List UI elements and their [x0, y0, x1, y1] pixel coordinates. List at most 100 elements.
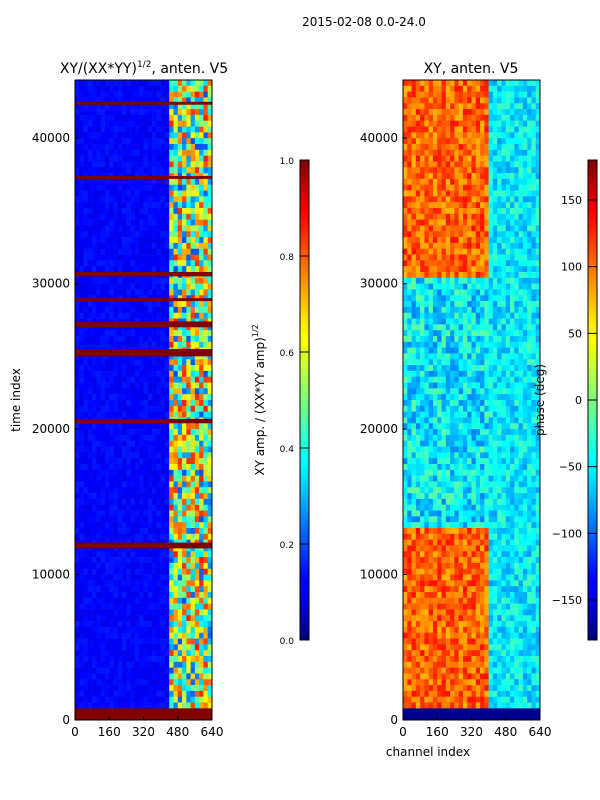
left-heat-cell [139, 586, 144, 593]
left-heat-cell [96, 219, 101, 226]
right-heat-cell [501, 97, 507, 104]
left-heat-cell [96, 522, 101, 529]
left-heat-cell [194, 330, 200, 337]
right-heat-cell [480, 91, 485, 98]
left-heat-cell [96, 545, 101, 552]
left-heat-cell [203, 522, 209, 529]
right-heat-cell [445, 289, 451, 296]
right-heat-cell [428, 126, 434, 133]
left-heat-cell [207, 603, 213, 610]
right-heat-cell [535, 219, 541, 226]
left-heat-cell [87, 487, 93, 494]
left-heat-cell [207, 469, 213, 476]
right-heat-cell [441, 208, 447, 215]
right-heat-cell [467, 132, 472, 139]
left-heat-cell [92, 80, 97, 87]
left-heat-cell [190, 423, 196, 430]
left-heat-cell [96, 528, 101, 535]
right-heat-cell [475, 277, 481, 284]
left-heat-cell [143, 452, 149, 459]
left-heat-cell [130, 545, 136, 552]
right-heat-cell [514, 196, 519, 203]
left-heat-cell [194, 196, 200, 203]
right-heat-cell [535, 103, 541, 110]
right-heat-cell [403, 184, 408, 191]
left-heat-cell [79, 219, 84, 226]
left-heat-cell [96, 580, 101, 587]
left-heat-cell [83, 103, 89, 110]
left-heat-cell [164, 184, 170, 191]
left-heat-cell [203, 365, 209, 372]
left-heat-cell [134, 266, 140, 273]
left-heat-cell [134, 685, 140, 692]
right-heat-cell [522, 213, 528, 220]
left-heat-cell [104, 109, 110, 116]
left-heat-cell [156, 405, 161, 412]
right-heat-cell [514, 190, 519, 197]
left-heat-cell [152, 638, 157, 645]
left-heat-cell [199, 609, 204, 616]
left-heat-cell [126, 97, 131, 104]
right-heat-cell [492, 109, 498, 116]
right-heat-cell [441, 260, 447, 267]
left-heat-cell [87, 336, 93, 343]
left-heat-cell [79, 341, 84, 348]
right-heat-cell [488, 97, 494, 104]
right-heat-cell [445, 272, 451, 279]
left-heat-cell [160, 475, 166, 482]
left-heat-cell [169, 528, 174, 535]
left-heat-cell [169, 103, 174, 110]
left-heat-cell [117, 469, 123, 476]
left-heat-cell [96, 365, 101, 372]
left-heat-cell [83, 516, 89, 523]
left-heat-cell [100, 266, 106, 273]
left-heat-cell [83, 144, 89, 151]
left-heat-cell [173, 516, 179, 523]
left-heat-cell [75, 126, 80, 133]
left-heat-cell [117, 167, 123, 174]
left-heat-cell [152, 609, 157, 616]
left-heat-cell [182, 580, 187, 587]
left-heat-cell [100, 283, 106, 290]
left-heat-cell [139, 510, 144, 517]
left-heat-cell [92, 376, 97, 383]
right-heat-cell [462, 248, 468, 255]
right-heat-cell [514, 161, 519, 168]
right-heat-cell [415, 213, 421, 220]
right-heat-cell [450, 173, 455, 180]
left-heat-cell [79, 609, 84, 616]
left-heat-cell [100, 312, 106, 319]
left-heat-cell [126, 609, 131, 616]
left-heat-cell [164, 469, 170, 476]
left-heat-cell [203, 254, 209, 261]
left-heat-cell [79, 237, 84, 244]
left-heat-cell [199, 330, 204, 337]
left-heat-cell [199, 237, 204, 244]
left-heat-cell [75, 149, 80, 156]
right-heat-cell [497, 301, 502, 308]
right-heat-cell [420, 324, 425, 331]
left-heat-cell [203, 644, 209, 651]
right-heat-cell [450, 306, 455, 314]
left-heat-cell [75, 464, 80, 471]
left-panel: XY/(XX*YY)1/2, anten. V5 0 160 320 480 640 0… [9, 60, 228, 739]
right-heat-cell [450, 272, 455, 279]
left-heat-cell [186, 225, 191, 232]
left-heat-cell [186, 493, 191, 500]
right-heat-cell [527, 167, 532, 174]
right-heat-cell [480, 301, 485, 308]
right-heat-cell [518, 196, 524, 203]
right-heat-cell [492, 318, 498, 325]
right-heat-cell [458, 109, 464, 116]
left-heat-cell [126, 679, 131, 686]
left-heat-cell [199, 336, 204, 343]
left-heat-cell [122, 405, 127, 412]
left-heat-cell [173, 394, 179, 401]
left-heat-cell [147, 440, 153, 447]
left-heat-cell [207, 405, 213, 412]
left-heat-cell [96, 202, 101, 209]
right-heat-cell [497, 114, 502, 122]
left-heat-cell [117, 359, 123, 366]
right-heat-cell [467, 225, 472, 232]
left-heat-cell [134, 592, 140, 599]
